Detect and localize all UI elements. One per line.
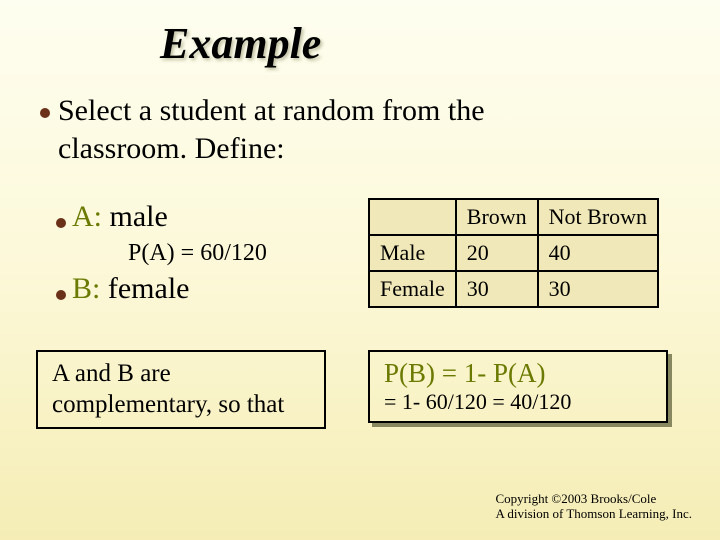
table-cell: Female xyxy=(369,271,456,307)
def-a-label: A: xyxy=(72,200,102,233)
table-cell: 30 xyxy=(456,271,538,307)
table-cell: Brown xyxy=(456,199,538,235)
complement-line2: complementary, so that xyxy=(52,389,310,420)
table-cell: Not Brown xyxy=(538,199,658,235)
pb-equation: P(B) = 1- P(A) xyxy=(384,358,652,389)
bullet-icon xyxy=(56,290,66,300)
table-row: Female 30 30 xyxy=(369,271,658,307)
definition-b: B: female xyxy=(72,272,189,306)
data-table: Brown Not Brown Male 20 40 Female 30 30 xyxy=(368,198,659,308)
table-cell: 20 xyxy=(456,235,538,271)
table-cell: 30 xyxy=(538,271,658,307)
table-cell xyxy=(369,199,456,235)
bullet-icon xyxy=(40,108,50,118)
pb-detail: = 1- 60/120 = 40/120 xyxy=(384,389,652,415)
def-a-prob-text: P(A) = 60/120 xyxy=(128,240,267,266)
bullet-icon xyxy=(56,218,66,228)
table-cell: 40 xyxy=(538,235,658,271)
intro-text: Select a student at random from the clas… xyxy=(58,92,618,167)
def-a-text: male xyxy=(102,200,168,233)
pb-label: P(B) = 1- P(A) xyxy=(384,358,545,388)
def-b-label: B: xyxy=(72,272,100,305)
copyright: Copyright ©2003 Brooks/Cole A division o… xyxy=(495,491,692,522)
definition-a: A: male xyxy=(72,200,168,234)
table-cell: Male xyxy=(369,235,456,271)
table-row: Male 20 40 xyxy=(369,235,658,271)
table-row: Brown Not Brown xyxy=(369,199,658,235)
pb-box: P(B) = 1- P(A) = 1- 60/120 = 40/120 xyxy=(368,350,668,423)
def-b-text: female xyxy=(100,272,189,305)
copyright-line1: Copyright ©2003 Brooks/Cole xyxy=(495,491,692,507)
complement-box: A and B are complementary, so that xyxy=(36,350,326,429)
definition-a-prob: P(A) = 60/120 xyxy=(128,240,267,267)
slide-title: Example xyxy=(160,18,321,69)
copyright-line2: A division of Thomson Learning, Inc. xyxy=(495,506,692,522)
complement-line1: A and B are xyxy=(52,358,310,389)
